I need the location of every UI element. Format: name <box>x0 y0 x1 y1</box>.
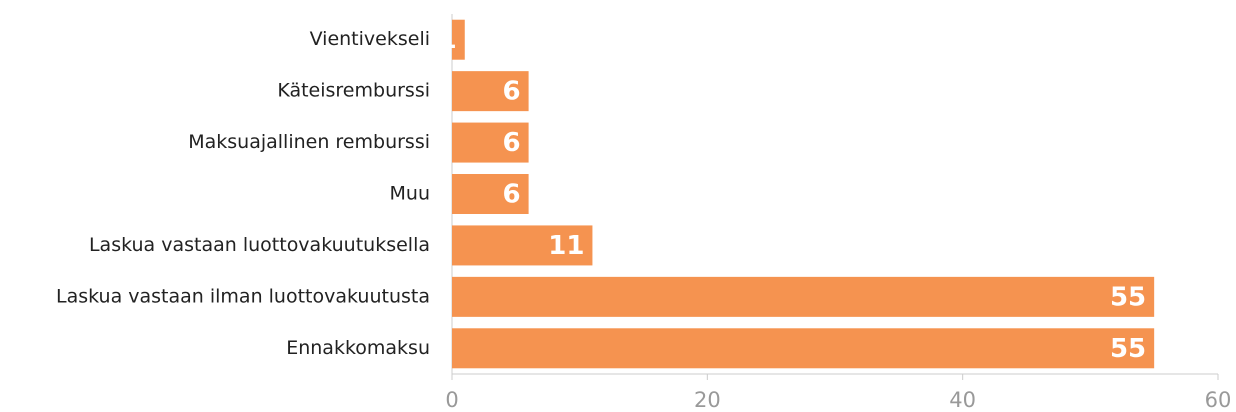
x-tick-label: 40 <box>949 388 976 412</box>
value-label: 11 <box>548 231 584 261</box>
y-tick-label: Käteisremburssi <box>277 80 430 102</box>
value-label: 6 <box>503 128 521 158</box>
bar <box>452 225 593 266</box>
x-tick-label: 60 <box>1205 388 1232 412</box>
value-label: 6 <box>503 77 521 107</box>
bar <box>452 122 529 163</box>
bar <box>452 19 465 60</box>
bar <box>452 71 529 112</box>
value-label: 1 <box>439 25 457 55</box>
x-tick-label: 20 <box>694 388 721 412</box>
value-label: 6 <box>503 180 521 210</box>
y-tick-label: Ennakkomaksu <box>286 337 430 359</box>
bar <box>452 174 529 214</box>
y-tick-label: Muu <box>390 183 430 205</box>
y-tick-label: Maksuajallinen remburssi <box>188 131 430 153</box>
value-label: 55 <box>1110 282 1146 312</box>
y-tick-label: Laskua vastaan luottovakuutuksella <box>89 234 430 256</box>
y-tick-label: Vientivekseli <box>310 28 430 50</box>
x-tick-label: 0 <box>445 388 458 412</box>
value-label: 55 <box>1110 334 1146 364</box>
bar <box>452 276 1155 317</box>
bar <box>452 328 1155 369</box>
y-tick-label: Laskua vastaan ilman luottovakuutusta <box>56 285 430 307</box>
